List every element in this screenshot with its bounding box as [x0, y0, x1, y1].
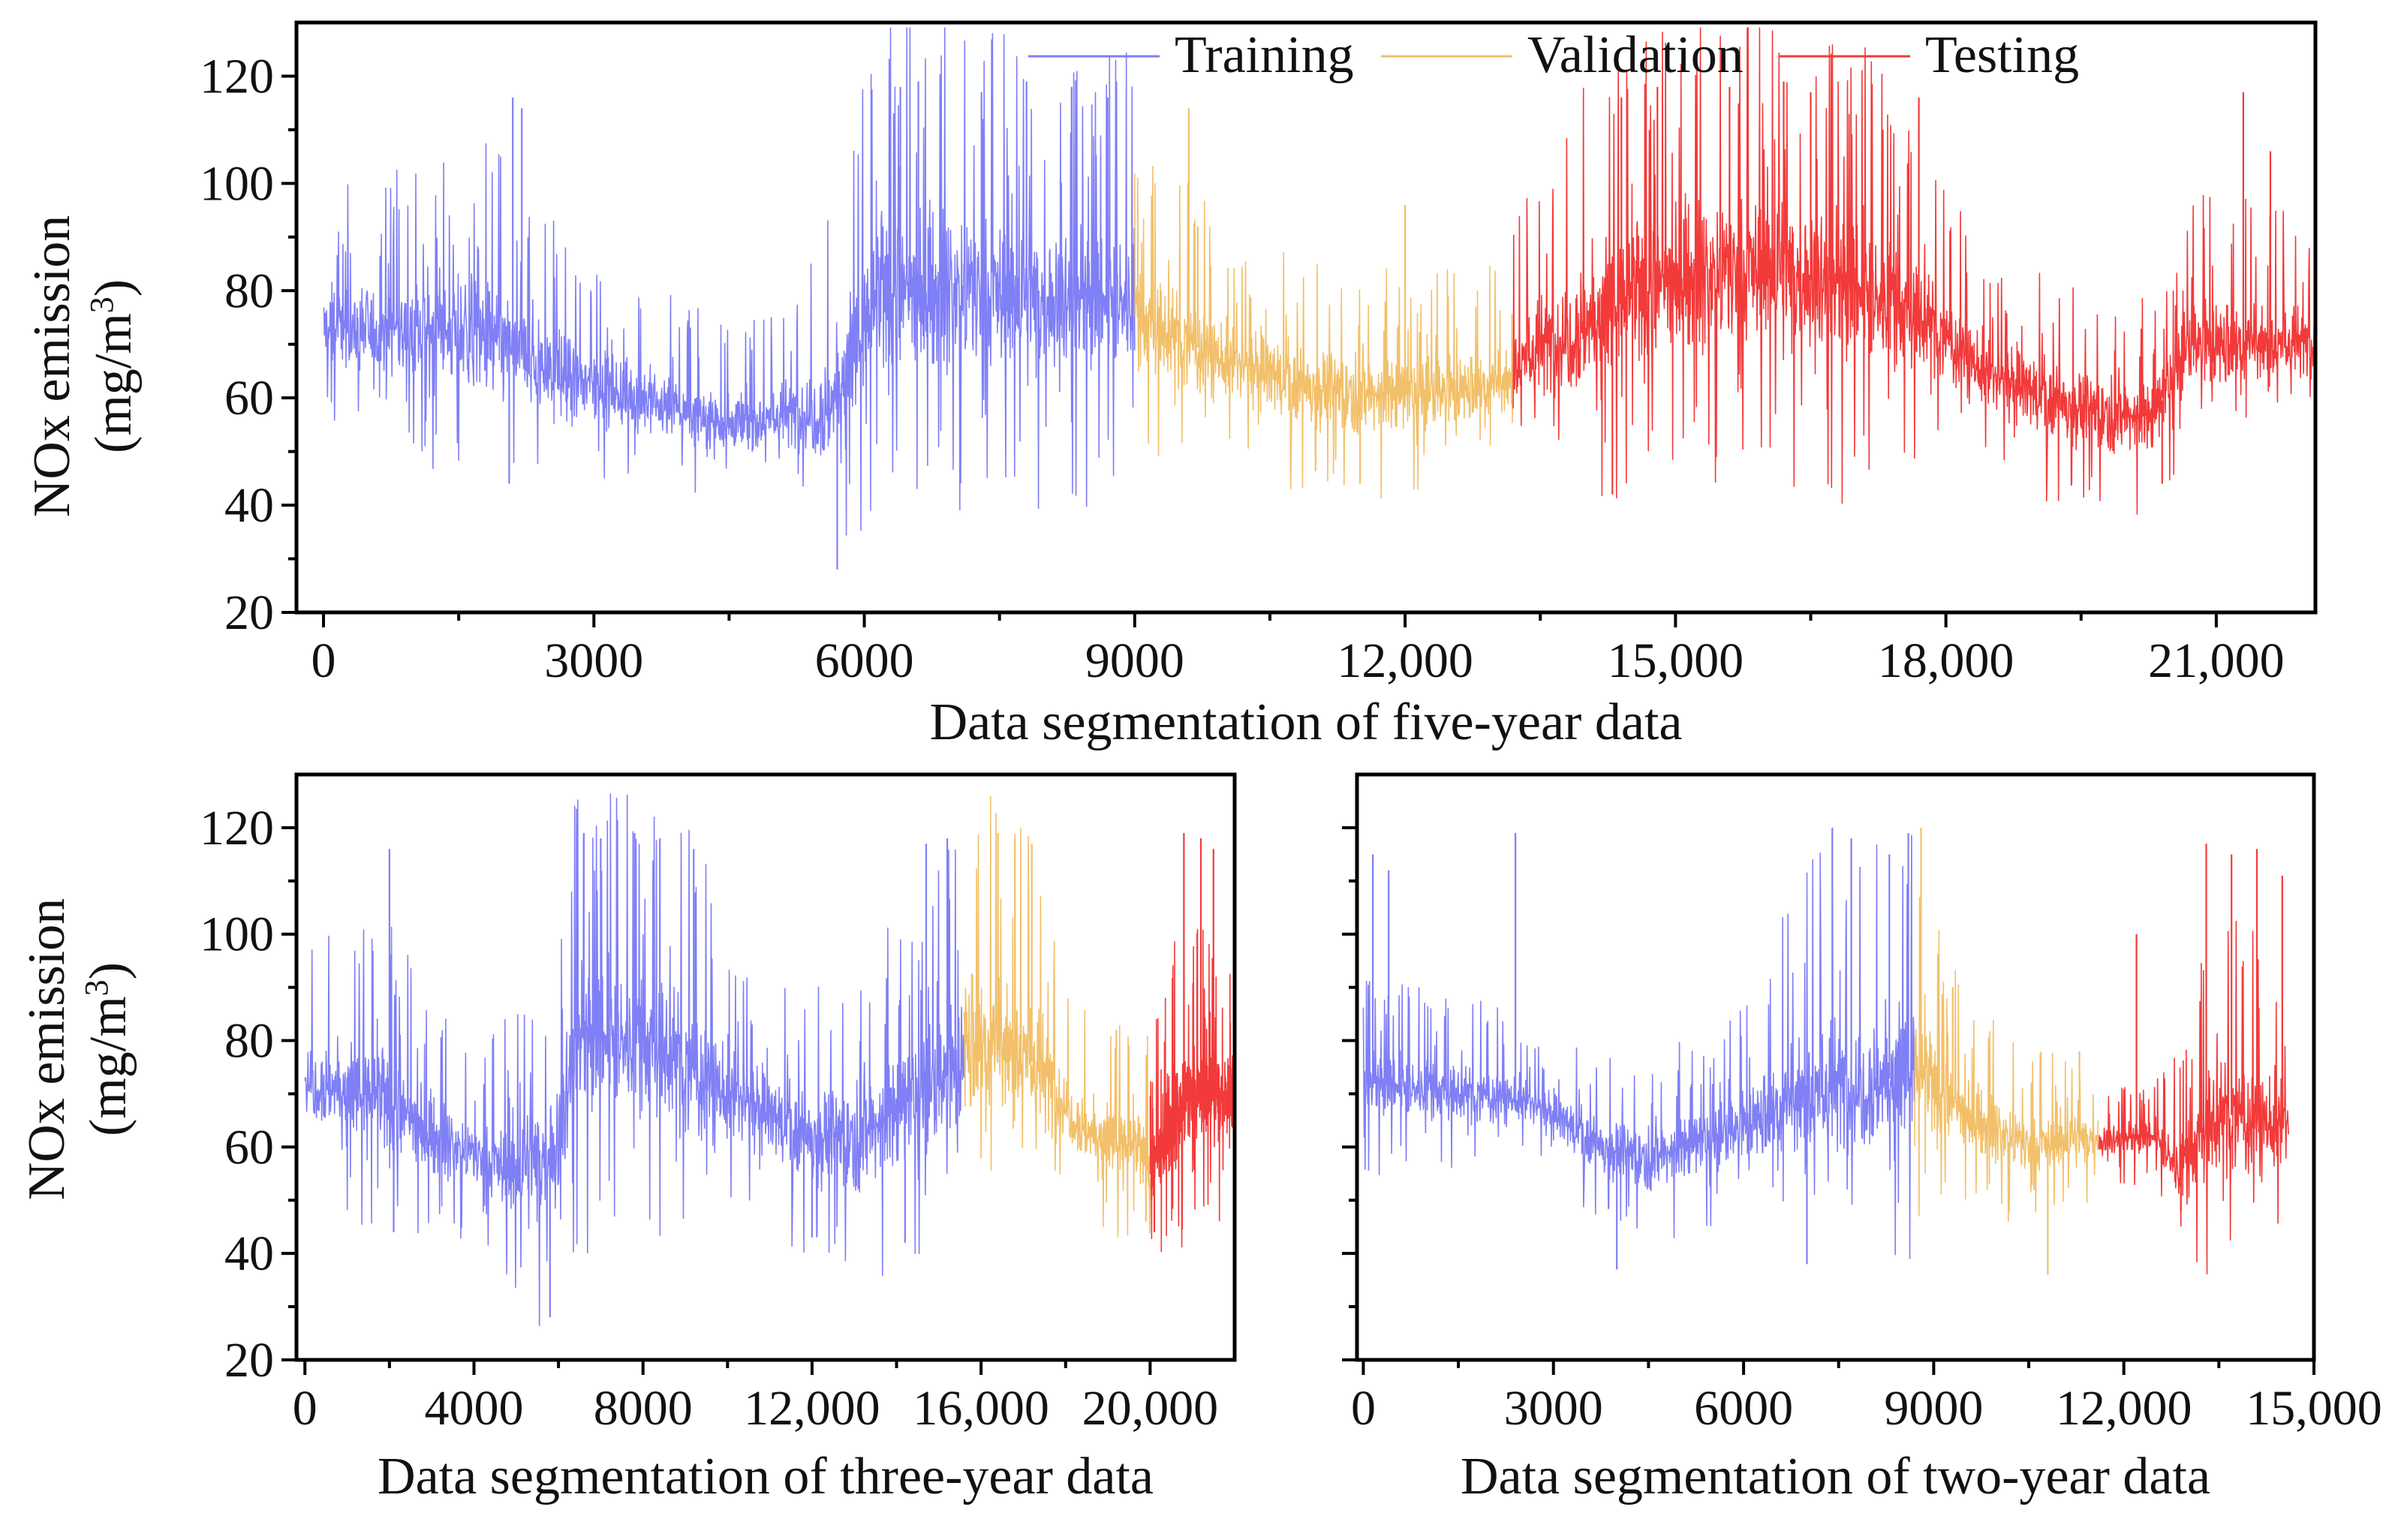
y-title-line1: NOx emission: [23, 215, 81, 518]
legend-label-testing: Testing: [1925, 26, 2079, 84]
panel-two-year: 0 3000 6000 9000 12,000 15,000 Data segmentati…: [1342, 772, 2382, 1505]
x-tick-label: 6000: [1694, 1381, 1793, 1436]
y-axis-title-top: NOx emission (mg/m3): [23, 215, 143, 518]
x-tick-label: 16,000: [913, 1381, 1049, 1436]
x-tick-label: 12,000: [2056, 1381, 2192, 1436]
y-tick-label: 100: [200, 156, 274, 211]
series-line-validation: [963, 796, 1151, 1238]
y-tick-label: 40: [224, 1226, 274, 1281]
x-tick-label: 4000: [424, 1381, 523, 1436]
series-line-testing: [2098, 920, 2289, 1275]
plot-frame: [294, 772, 1237, 1362]
x-tick-label: 12,000: [744, 1381, 880, 1436]
x-tick-label: 6000: [815, 633, 914, 688]
plot-frame: [294, 20, 2318, 615]
series-line-testing: [1149, 928, 1235, 1253]
y-tick-label: 60: [224, 1120, 274, 1175]
y-tick-label: 80: [224, 263, 274, 318]
plot-frame: [1355, 772, 2316, 1362]
y-axis-title-bottom: NOx emission (mg/m3): [18, 898, 137, 1201]
x-tick-label: 9000: [1884, 1381, 1983, 1436]
x-tick-label: 8000: [594, 1381, 693, 1436]
x-tick-label: 3000: [1504, 1381, 1603, 1436]
x-axis-title: Data segmentation of five-year data: [930, 693, 1683, 751]
y-title-line2: (mg/m3): [78, 962, 138, 1136]
x-tick-label: 15,000: [1608, 633, 1744, 688]
series-line-training: [1362, 835, 1915, 1259]
x-axis-title: Data segmentation of three-year data: [378, 1448, 1154, 1505]
legend-label-training: Training: [1175, 26, 1354, 84]
legend: Training Validation Testing: [1028, 26, 2079, 84]
series-line-testing: [1512, 27, 2315, 515]
series-line-validation: [1914, 897, 2099, 1223]
x-axis-title: Data segmentation of two-year data: [1461, 1448, 2210, 1505]
y-title-line1: NOx emission: [18, 898, 76, 1201]
x-tick-label: 21,000: [2148, 633, 2285, 688]
y-tick-label: 80: [224, 1014, 274, 1069]
y-tick-label: 120: [200, 49, 274, 104]
x-tick-label: 0: [1351, 1381, 1376, 1436]
x-tick-label: 12,000: [1337, 633, 1473, 688]
x-tick-label: 20,000: [1082, 1381, 1219, 1436]
panel-five-year: 20 40 60 80 100 120 0 3000 6000 9000 12,000 15,000 1…: [200, 20, 2318, 751]
y-title-line2: (mg/m3): [83, 279, 143, 453]
x-tick-label: 0: [293, 1381, 317, 1436]
y-tick-label: 60: [224, 371, 274, 426]
y-tick-label: 20: [224, 1333, 274, 1388]
x-tick-label: 9000: [1085, 633, 1184, 688]
legend-label-validation: Validation: [1527, 26, 1744, 84]
x-tick-label: 18,000: [1878, 633, 2014, 688]
x-tick-label: 15,000: [2246, 1381, 2382, 1436]
panel-three-year: 20 40 60 80 100 120 0 4000 8000 12,000 16,000 20,00…: [200, 772, 1237, 1505]
y-tick-label: 20: [224, 585, 274, 640]
y-tick-label: 40: [224, 478, 274, 533]
series-line-training: [323, 27, 1136, 536]
y-tick-label: 100: [200, 907, 274, 962]
x-tick-label: 3000: [544, 633, 643, 688]
x-tick-label: 0: [311, 633, 336, 688]
y-tick-label: 120: [200, 801, 274, 856]
series-line-validation: [1134, 165, 1514, 499]
